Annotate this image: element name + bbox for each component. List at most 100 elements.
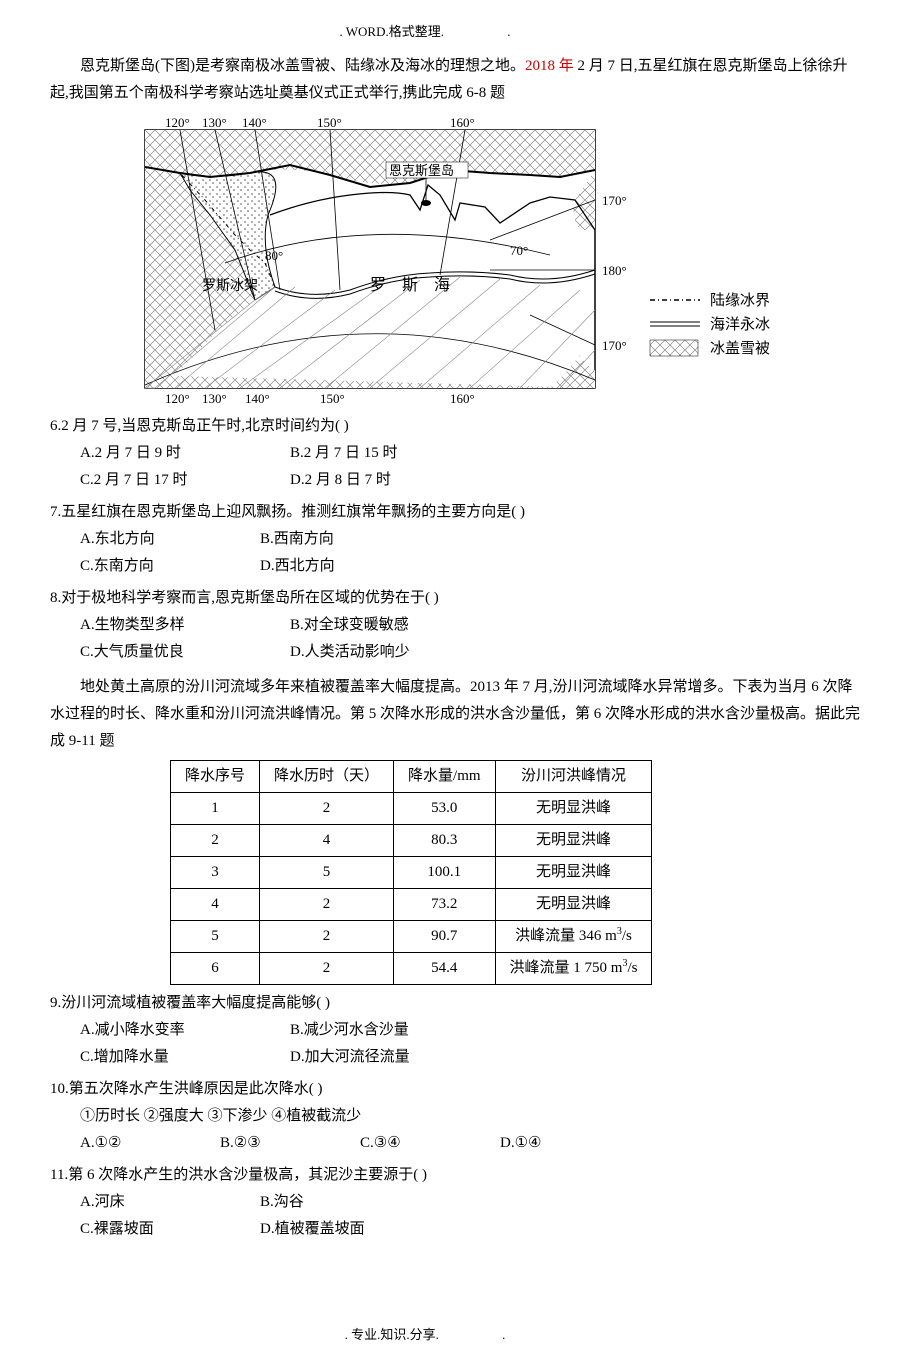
table-cell: 4 — [171, 889, 260, 921]
q8-stem: 8.对于极地科学考察而言,恩克斯堡岛所在区域的优势在于( ) — [50, 585, 860, 612]
q11-optA: A.河床 — [80, 1189, 220, 1216]
th-0: 降水序号 — [171, 761, 260, 793]
table-cell: 54.4 — [394, 953, 496, 985]
map-ross-sea: 罗 斯 海 — [370, 276, 456, 294]
table-cell: 2 — [171, 825, 260, 857]
table-cell: 73.2 — [394, 889, 496, 921]
q9-stem: 9.汾川河流域植被覆盖率大幅度提高能够( ) — [50, 990, 860, 1017]
table-cell: 53.0 — [394, 793, 496, 825]
th-3: 汾川河洪峰情况 — [495, 761, 652, 793]
table-cell: 无明显洪峰 — [495, 889, 652, 921]
table-cell: 5 — [171, 921, 260, 953]
question-11: 11.第 6 次降水产生的洪水含沙量极高，其泥沙主要源于( ) A.河床 B.沟… — [50, 1162, 860, 1243]
table-cell: 5 — [260, 857, 394, 889]
q11-stem: 11.第 6 次降水产生的洪水含沙量极高，其泥沙主要源于( ) — [50, 1162, 860, 1189]
table-row: 2480.3无明显洪峰 — [171, 825, 652, 857]
intro-paragraph: 恩克斯堡岛(下图)是考察南极冰盖雪被、陆缘冰及海冰的理想之地。2018 年 2 … — [50, 53, 860, 107]
q7-optB: B.西南方向 — [260, 526, 400, 553]
table-cell: 4 — [260, 825, 394, 857]
q7-optC: C.东南方向 — [80, 553, 220, 580]
q9-optC: C.增加降水量 — [80, 1044, 250, 1071]
table-cell: 2 — [260, 793, 394, 825]
table-cell: 2 — [260, 953, 394, 985]
question-9: 9.汾川河流域植被覆盖率大幅度提高能够( ) A.减小降水变率 B.减少河水含沙… — [50, 990, 860, 1071]
intro-red: 2018 年 — [525, 58, 574, 74]
q9-optD: D.加大河流径流量 — [290, 1044, 460, 1071]
map-lon-180: 180° — [602, 263, 627, 278]
header-left-dot: . — [340, 24, 343, 39]
map-svg: 120° 130° 140° 150° 160° 170° 180° 170° … — [110, 115, 770, 405]
q10-optA: A.①② — [80, 1130, 180, 1157]
table-cell: 90.7 — [394, 921, 496, 953]
map-lon-120-bot: 120° — [165, 391, 190, 405]
map-lat-70: 70° — [510, 243, 528, 258]
map-figure: 120° 130° 140° 150° 160° 170° 180° 170° … — [110, 115, 770, 405]
passage-2: 地处黄土高原的汾川河流域多年来植被覆盖率大幅度提高。2013 年 7 月,汾川河… — [50, 674, 860, 755]
table-row: 6254.4洪峰流量 1 750 m3/s — [171, 953, 652, 985]
q6-optB: B.2 月 7 日 15 时 — [290, 440, 460, 467]
page-header: . WORD.格式整理. . — [50, 20, 860, 43]
question-10: 10.第五次降水产生洪峰原因是此次降水( ) ①历时长 ②强度大 ③下渗少 ④植… — [50, 1076, 860, 1157]
map-lon-170-bot: 170° — [602, 338, 627, 353]
map-lat-80: 80° — [265, 248, 283, 263]
map-lon-130-top: 130° — [202, 115, 227, 130]
q9-optA: A.减小降水变率 — [80, 1017, 250, 1044]
map-lon-130-bot: 130° — [202, 391, 227, 405]
footer-center: 专业.知识.分享. — [351, 1327, 439, 1342]
q10-sub: ①历时长 ②强度大 ③下渗少 ④植被截流少 — [80, 1103, 860, 1130]
q6-optD: D.2 月 8 日 7 时 — [290, 467, 460, 494]
footer-left-dot: . — [345, 1327, 348, 1342]
q7-optD: D.西北方向 — [260, 553, 400, 580]
table-cell: 100.1 — [394, 857, 496, 889]
q9-optB: B.减少河水含沙量 — [290, 1017, 460, 1044]
table-cell: 3 — [171, 857, 260, 889]
table-row: 35100.1无明显洪峰 — [171, 857, 652, 889]
q8-optD: D.人类活动影响少 — [290, 639, 460, 666]
q10-optC: C.③④ — [360, 1130, 460, 1157]
legend-sea-ice: 海洋永冰界 — [710, 316, 770, 333]
q8-optB: B.对全球变暖敏感 — [290, 612, 460, 639]
table-cell: 无明显洪峰 — [495, 857, 652, 889]
question-6: 6.2 月 7 号,当恩克斯岛正午时,北京时间约为( ) A.2 月 7 日 9… — [50, 413, 860, 494]
table-row: 4273.2无明显洪峰 — [171, 889, 652, 921]
table-cell: 80.3 — [394, 825, 496, 857]
map-lon-150-bot: 150° — [320, 391, 345, 405]
q10-optD: D.①④ — [500, 1130, 600, 1157]
map-lon-160-top: 160° — [450, 115, 475, 130]
table-cell: 2 — [260, 889, 394, 921]
question-7: 7.五星红旗在恩克斯堡岛上迎风飘扬。推测红旗常年飘扬的主要方向是( ) A.东北… — [50, 499, 860, 580]
map-lon-150-top: 150° — [317, 115, 342, 130]
q7-optA: A.东北方向 — [80, 526, 220, 553]
intro-before: 恩克斯堡岛(下图)是考察南极冰盖雪被、陆缘冰及海冰的理想之地。 — [80, 58, 525, 74]
map-lon-140-top: 140° — [242, 115, 267, 130]
table-cell: 无明显洪峰 — [495, 793, 652, 825]
table-row: 1253.0无明显洪峰 — [171, 793, 652, 825]
header-center: WORD.格式整理. — [346, 24, 444, 39]
page-footer: . 专业.知识.分享. . — [50, 1323, 860, 1346]
q8-optC: C.大气质量优良 — [80, 639, 250, 666]
th-2: 降水量/mm — [394, 761, 496, 793]
table-cell: 6 — [171, 953, 260, 985]
table-cell: 洪峰流量 1 750 m3/s — [495, 953, 652, 985]
table-cell: 2 — [260, 921, 394, 953]
table-cell: 洪峰流量 346 m3/s — [495, 921, 652, 953]
map-lon-120-top: 120° — [165, 115, 190, 130]
map-lon-170-top: 170° — [602, 193, 627, 208]
map-legend: 陆缘冰界 海洋永冰界 冰盖雪被 — [650, 292, 770, 357]
q6-stem: 6.2 月 7 号,当恩克斯岛正午时,北京时间约为( ) — [50, 413, 860, 440]
q6-optC: C.2 月 7 日 17 时 — [80, 467, 250, 494]
legend-land-ice: 陆缘冰界 — [710, 292, 770, 309]
q10-optB: B.②③ — [220, 1130, 320, 1157]
map-lon-160-bot: 160° — [450, 391, 475, 405]
q7-stem: 7.五星红旗在恩克斯堡岛上迎风飘扬。推测红旗常年飘扬的主要方向是( ) — [50, 499, 860, 526]
map-lon-140-bot: 140° — [245, 391, 270, 405]
map-ross-shelf: 罗斯冰架 — [202, 278, 258, 294]
table-cell: 无明显洪峰 — [495, 825, 652, 857]
q6-optA: A.2 月 7 日 9 时 — [80, 440, 250, 467]
map-island-label: 恩克斯堡岛 — [389, 163, 454, 178]
q11-optC: C.裸露坡面 — [80, 1216, 220, 1243]
q11-optD: D.植被覆盖坡面 — [260, 1216, 400, 1243]
footer-right-dot: . — [502, 1327, 505, 1342]
q11-optB: B.沟谷 — [260, 1189, 400, 1216]
q10-stem: 10.第五次降水产生洪峰原因是此次降水( ) — [50, 1076, 860, 1103]
